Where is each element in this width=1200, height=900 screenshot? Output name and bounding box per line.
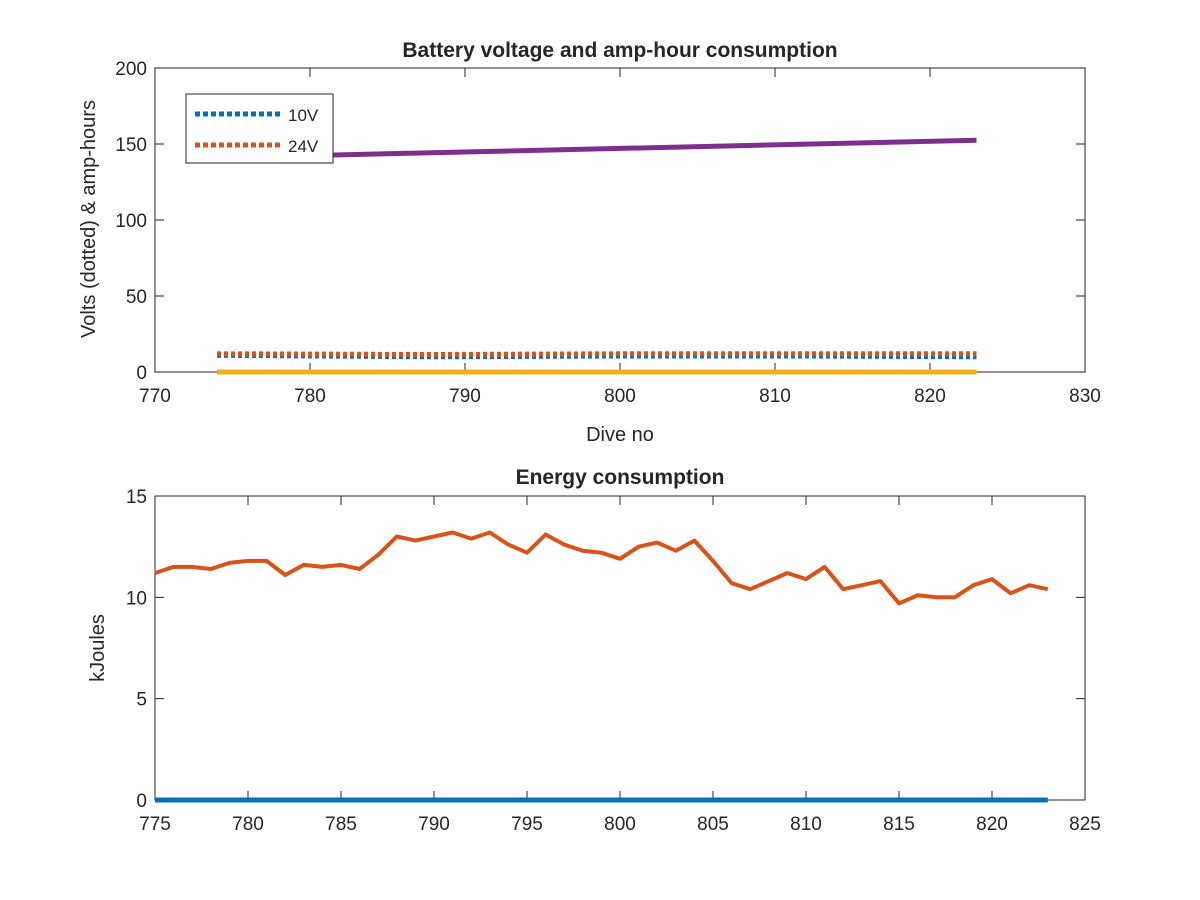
- plot-area: [154, 495, 1086, 801]
- y-tick-label: 5: [136, 690, 147, 711]
- series-line-1: [216, 351, 977, 358]
- x-tick-label: 825: [1069, 814, 1101, 835]
- legend-label: 10V: [288, 106, 319, 125]
- x-tick-label: 810: [759, 386, 791, 407]
- x-tick-label: 785: [325, 814, 357, 835]
- chart-title: Energy consumption: [516, 466, 725, 489]
- x-tick-label: 820: [976, 814, 1008, 835]
- y-axis-label: Volts (dotted) & amp-hours: [78, 100, 100, 338]
- x-tick-label: 805: [697, 814, 729, 835]
- chart-title: Battery voltage and amp-hour consumption: [402, 39, 837, 62]
- y-tick-label: 50: [126, 287, 147, 308]
- y-tick-label: 0: [136, 363, 147, 384]
- y-tick-label: 0: [136, 791, 147, 812]
- x-tick-label: 790: [449, 386, 481, 407]
- y-tick-label: 15: [126, 487, 147, 508]
- legend-box: [185, 93, 334, 164]
- y-axis-label: kJoules: [87, 614, 109, 682]
- energy-chart: Energy consumption kJoules 775 780 785 790 7…: [87, 466, 1101, 835]
- series-line-2: [216, 137, 977, 161]
- x-tick-label: 830: [1069, 386, 1101, 407]
- x-tick-label: 780: [232, 814, 264, 835]
- x-tick-label: 790: [418, 814, 450, 835]
- x-tick-label: 780: [294, 386, 326, 407]
- y-tick-label: 200: [115, 59, 147, 80]
- x-tick-label: 800: [604, 814, 636, 835]
- x-tick-label: 820: [914, 386, 946, 407]
- y-tick-label: 10: [126, 588, 147, 609]
- x-tick-label: 815: [883, 814, 915, 835]
- x-tick-label: 810: [790, 814, 822, 835]
- y-tick-label: 100: [115, 211, 147, 232]
- x-tick-label: 775: [139, 814, 171, 835]
- legend-label: 24V: [288, 137, 319, 156]
- x-tick-label: 770: [139, 386, 171, 407]
- x-tick-label: 795: [511, 814, 543, 835]
- x-axis-label: Dive no: [586, 424, 654, 446]
- x-tick-label: 800: [604, 386, 636, 407]
- voltage-chart: Battery voltage and amp-hour consumption…: [78, 39, 1101, 446]
- series-line-0: [154, 530, 1049, 606]
- y-tick-label: 150: [115, 135, 147, 156]
